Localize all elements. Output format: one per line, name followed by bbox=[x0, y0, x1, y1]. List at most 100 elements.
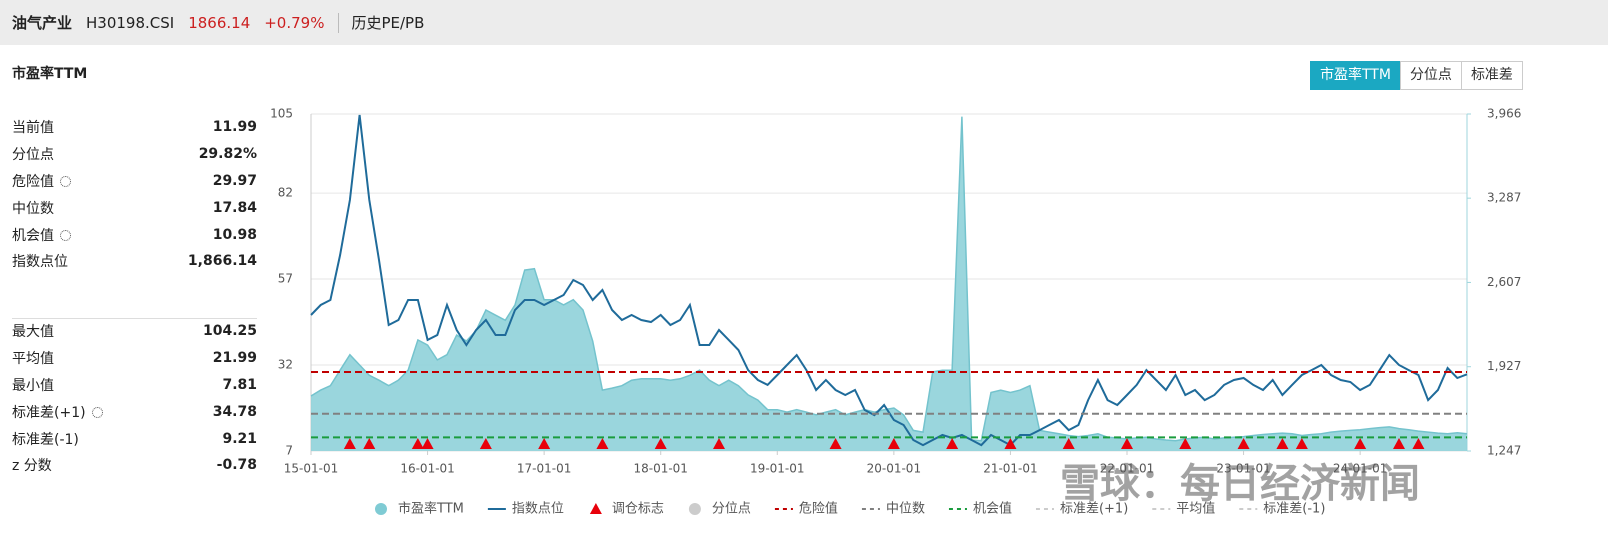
stat-row: 危险值 29.97 bbox=[12, 168, 257, 195]
stat-row: 中位数 17.84 bbox=[12, 194, 257, 221]
legend-item[interactable]: 机会值 bbox=[948, 501, 1012, 517]
legend-item[interactable]: 分位点 bbox=[688, 502, 751, 517]
legend-item[interactable]: 指数点位 bbox=[487, 502, 564, 517]
rebalance-marker bbox=[538, 438, 551, 449]
stat-value: 1,866.14 bbox=[187, 253, 257, 270]
legend-item[interactable]: 平均值 bbox=[1152, 501, 1215, 517]
area-fill bbox=[311, 116, 1467, 451]
legend-label: 市盈率TTM bbox=[398, 501, 464, 517]
stat-label: 最小值 bbox=[12, 377, 54, 394]
legend-label: 机会值 bbox=[973, 501, 1012, 517]
y2-tick-label: 3,287 bbox=[1487, 191, 1521, 205]
stat-row: 分位点 29.82% bbox=[12, 141, 257, 168]
y-tick-label: 32 bbox=[278, 358, 293, 372]
tab[interactable]: 历史PE/PB bbox=[351, 14, 425, 32]
stat-label: 当前值 bbox=[12, 120, 54, 137]
panel-title: 市盈率TTM bbox=[12, 66, 88, 82]
header: 油气产业 H30198.CSI 1866.14 +0.79% 历史PE/PB bbox=[0, 0, 1608, 45]
settings-icon[interactable] bbox=[60, 230, 71, 242]
x-tick-label: 22-01-01 bbox=[1100, 462, 1154, 476]
stat-label: 指数点位 bbox=[12, 254, 68, 271]
x-tick-label: 23-01-01 bbox=[1216, 462, 1270, 476]
rebalance-marker bbox=[1412, 438, 1425, 449]
stat-row: 最小值 7.81 bbox=[12, 372, 257, 399]
rebalance-marker bbox=[1393, 438, 1405, 449]
rebalance-marker bbox=[1179, 438, 1192, 449]
stat-label: 危险值 bbox=[12, 173, 54, 190]
rebalance-marker bbox=[1121, 438, 1133, 449]
stat-row: 当前值 11.99 bbox=[12, 114, 257, 141]
button[interactable]: 标准差 bbox=[1460, 61, 1523, 90]
stat-value: 9.21 bbox=[222, 430, 257, 447]
legend-item[interactable]: 调仓标志 bbox=[589, 502, 664, 517]
stats-group: 当前值 11.99 分位点 29.82% 危险值 29.97 中位数 17.84 机会值… bbox=[12, 114, 257, 275]
legend-label: 指数点位 bbox=[512, 502, 564, 517]
button-group: 市盈率TTM 分位点 标准差 bbox=[1310, 61, 1523, 90]
stat-value: 7.81 bbox=[222, 376, 257, 393]
legend-item[interactable]: 中位数 bbox=[861, 502, 925, 517]
stat-value: 17.84 bbox=[212, 199, 257, 216]
y2-tick-label: 1,927 bbox=[1487, 359, 1521, 373]
index-name: 油气产业 bbox=[12, 14, 73, 32]
change: +0.79% bbox=[264, 13, 325, 32]
rebalance-marker bbox=[713, 438, 725, 449]
rebalance-marker bbox=[1004, 438, 1017, 449]
stat-value: 29.97 bbox=[212, 172, 257, 189]
x-tick-label: 15-01-01 bbox=[284, 462, 338, 476]
legend-icon bbox=[375, 503, 387, 515]
settings-icon[interactable] bbox=[60, 176, 71, 188]
legend-label: 中位数 bbox=[886, 502, 925, 517]
legend-label: 危险值 bbox=[799, 501, 838, 517]
index-line bbox=[310, 114, 1468, 447]
index-code: H30198.CSI bbox=[86, 13, 175, 32]
x-tick-label: 17-01-01 bbox=[517, 462, 571, 476]
y2-tick-label: 2,607 bbox=[1487, 275, 1521, 289]
legend-item[interactable]: 危险值 bbox=[774, 501, 838, 517]
rebalance-marker bbox=[887, 438, 900, 449]
x-tick-label: 24-01-01 bbox=[1333, 462, 1387, 476]
rebalance-marker bbox=[411, 438, 424, 449]
y-tick-label: 57 bbox=[278, 272, 293, 286]
settings-icon[interactable] bbox=[91, 407, 103, 419]
legend-icon bbox=[688, 503, 701, 515]
rebalance-marker bbox=[1276, 438, 1289, 449]
stat-row: 最大值 104.25 bbox=[12, 318, 257, 345]
stat-label: z 分数 bbox=[12, 458, 52, 475]
rebalance-marker bbox=[1295, 438, 1308, 449]
stat-value: -0.78 bbox=[216, 457, 257, 474]
stat-row: 指数点位 1,866.14 bbox=[12, 248, 257, 275]
price: 1866.14 bbox=[188, 13, 251, 32]
stat-row: 标准差(-1) 9.21 bbox=[12, 425, 257, 452]
x-tick-label: 21-01-01 bbox=[983, 462, 1037, 476]
rebalance-marker bbox=[829, 438, 842, 449]
button[interactable]: 市盈率TTM bbox=[1310, 61, 1401, 90]
rebalance-marker bbox=[596, 438, 609, 449]
stat-value: 104.25 bbox=[202, 323, 257, 340]
stat-label: 最大值 bbox=[12, 324, 54, 341]
divider bbox=[12, 318, 257, 319]
legend-item[interactable]: 标准差(+1) bbox=[1035, 502, 1128, 517]
rebalance-marker bbox=[343, 438, 356, 449]
rebalance-marker bbox=[421, 438, 434, 449]
y2-tick-label: 1,247 bbox=[1487, 444, 1521, 458]
rebalance-marker bbox=[1062, 438, 1075, 449]
y-tick-label: 82 bbox=[278, 186, 293, 200]
stat-row: 标准差(+1) 34.78 bbox=[12, 398, 257, 425]
stat-label: 标准差(-1) bbox=[12, 431, 79, 448]
y-tick-label: 105 bbox=[270, 107, 293, 121]
stat-value: 21.99 bbox=[212, 350, 257, 367]
legend-label: 标准差(+1) bbox=[1060, 502, 1128, 517]
legend-item[interactable]: 标准差(-1) bbox=[1239, 502, 1325, 517]
stat-row: 平均值 21.99 bbox=[12, 345, 257, 372]
stat-row: 机会值 10.98 bbox=[12, 221, 257, 248]
stat-label: 分位点 bbox=[12, 147, 54, 164]
stat-value: 11.99 bbox=[212, 119, 257, 136]
stats-group: 最大值 104.25 平均值 21.99 最小值 7.81 标准差(+1) 34.78 … bbox=[12, 318, 257, 479]
rebalance-marker bbox=[654, 438, 667, 449]
legend-item[interactable]: 市盈率TTM bbox=[375, 501, 464, 517]
stat-value: 29.82% bbox=[198, 146, 257, 163]
x-tick-label: 19-01-01 bbox=[750, 462, 804, 476]
x-tick-label: 20-01-01 bbox=[867, 462, 921, 476]
